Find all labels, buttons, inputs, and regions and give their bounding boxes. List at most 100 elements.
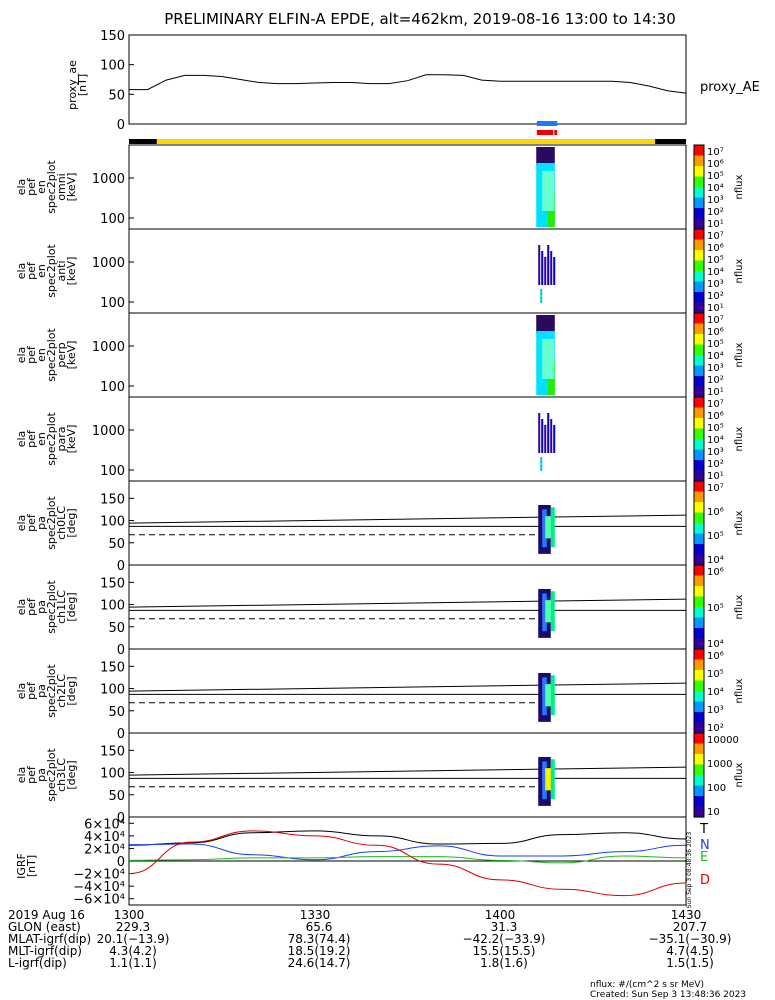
pitch-colorbar-band <box>694 640 704 644</box>
energy-colorbar-band <box>694 174 704 178</box>
pitch-colorbar-band <box>694 716 704 719</box>
pitch-colorbar-band <box>694 483 704 486</box>
energy-cb-tick: 10⁵ <box>707 171 724 182</box>
pitch-colorbar-band <box>694 810 704 814</box>
pitch-colorbar-band <box>694 623 704 627</box>
pitch-colorbar-band <box>694 491 704 495</box>
pitch-colorbar-band <box>694 741 704 745</box>
footer-value: 207.7 <box>673 920 707 934</box>
energy-colorbar-band <box>694 289 704 293</box>
energy-tick: 100 <box>100 464 125 479</box>
energy-colorbar-band <box>694 298 704 301</box>
energy-cb-tick: 10² <box>707 291 724 302</box>
energy-colorbar-band <box>694 201 704 205</box>
pitch-colorbar-band <box>694 712 704 715</box>
pitch-colorbar-band <box>694 506 704 509</box>
pitch-cb-label: nflux <box>734 762 745 787</box>
pitch-ylabel-line: pef <box>25 513 38 532</box>
energy-cb-tick: 10¹ <box>707 303 724 314</box>
energy-colorbar-band <box>694 279 704 283</box>
flux-block-highlight <box>545 600 554 623</box>
pitch-cb-label: nflux <box>734 678 745 703</box>
pitch-colorbar-band <box>694 562 704 566</box>
footer-value: −35.1(−30.9) <box>649 932 732 946</box>
pitch-angle-panel: 150 100 50 0 10000 1000 100 10 nflux elapefpaspec… <box>15 732 745 826</box>
pitch-colorbar-band <box>694 665 704 669</box>
pitch-ylabel-line: spec2plot <box>45 496 58 550</box>
energy-cb-tick: 10⁶ <box>707 243 724 254</box>
flux-block-edge <box>550 675 555 716</box>
energy-colorbar-band <box>694 170 704 173</box>
pitch-colorbar-band <box>694 814 704 818</box>
proxy-ae-frame <box>128 34 687 125</box>
energy-colorbar-band <box>694 231 704 234</box>
pitch-cb-tick: 10³ <box>707 705 724 716</box>
pitch-colorbar-band <box>694 701 704 705</box>
igrf-tick: 2×10⁴ <box>84 842 125 857</box>
pitch-colorbar-band <box>694 754 704 757</box>
pitch-colorbar-band <box>694 709 704 713</box>
pitch-colorbar-band <box>694 535 704 539</box>
energy-colorbar-band <box>694 317 704 320</box>
pitch-cb-tick: 10⁵ <box>707 531 724 542</box>
energy-colorbar-band <box>694 210 704 213</box>
energy-colorbar-band <box>694 338 704 341</box>
pitch-tick: 150 <box>100 744 125 759</box>
energy-ylabel-line: spec2plot <box>45 412 58 466</box>
pitch-angle-frame <box>128 648 687 734</box>
energy-cb-tick: 10³ <box>707 279 724 290</box>
energy-colorbar-band <box>694 413 704 417</box>
pitch-colorbar-band <box>694 644 704 648</box>
pitch-colorbar-band <box>694 688 704 692</box>
pitch-colorbar-band <box>694 554 704 558</box>
igrf-series-E <box>128 855 687 864</box>
pitch-colorbar-band <box>694 567 704 570</box>
pitch-colorbar-band <box>694 481 704 484</box>
pitch-ylabel-line: ela <box>15 599 28 616</box>
pitch-colorbar-band <box>694 588 704 591</box>
pitch-colorbar-band <box>694 718 704 721</box>
pitch-colorbar-band <box>694 798 704 801</box>
energy-colorbar-band <box>694 241 704 245</box>
energy-colorbar-band <box>694 380 704 383</box>
pitch-colorbar-band <box>694 552 704 556</box>
pitch-ylabel-line: ch1LC <box>55 590 68 624</box>
pitch-colorbar-band <box>694 659 704 663</box>
pitch-colorbar-band <box>694 632 704 635</box>
energy-colorbar-band <box>694 376 704 379</box>
energy-colorbar-band <box>694 319 704 322</box>
pitch-colorbar-band <box>694 728 704 732</box>
energy-colorbar-band <box>694 195 704 199</box>
energy-colorbar-band <box>694 197 704 201</box>
energy-colorbar-band <box>694 405 704 409</box>
pitch-colorbar-band <box>694 550 704 553</box>
pitch-ylabel-line: ela <box>15 767 28 784</box>
pitch-cb-tick: 10⁶ <box>707 507 724 518</box>
energy-ylabel-line: pef <box>25 177 38 196</box>
footer-row-label: GLON (east) <box>8 920 81 934</box>
igrf-legend-N: N <box>700 838 710 853</box>
energy-spectrogram-frame <box>128 228 687 314</box>
pitch-colorbar-band <box>694 646 704 650</box>
energy-cb-tick: 10⁶ <box>707 327 724 338</box>
igrf-series-D <box>128 830 687 897</box>
footer-value: 78.3(74.4) <box>288 932 351 946</box>
pitch-colorbar-band <box>694 602 704 606</box>
energy-ylabel-line: ela <box>15 179 28 196</box>
pitch-colorbar-band <box>694 556 704 560</box>
energy-cb-tick: 10⁶ <box>707 159 724 170</box>
flux-block-top <box>536 147 555 165</box>
energy-colorbar-band <box>694 359 704 362</box>
pitch-colorbar-band <box>694 739 704 742</box>
energy-colorbar-band <box>694 287 704 291</box>
energy-ylabel-line: para <box>55 427 68 452</box>
flux-block-core <box>542 509 547 548</box>
energy-tick: 1000 <box>92 256 125 271</box>
pitch-colorbar-band <box>694 619 704 623</box>
flux-streak <box>540 457 543 471</box>
pitch-reference-line <box>128 598 687 608</box>
energy-spectrogram-frame <box>128 144 687 230</box>
proxy-ae-tick: 0 <box>117 118 125 133</box>
pitch-reference-line <box>128 682 687 692</box>
